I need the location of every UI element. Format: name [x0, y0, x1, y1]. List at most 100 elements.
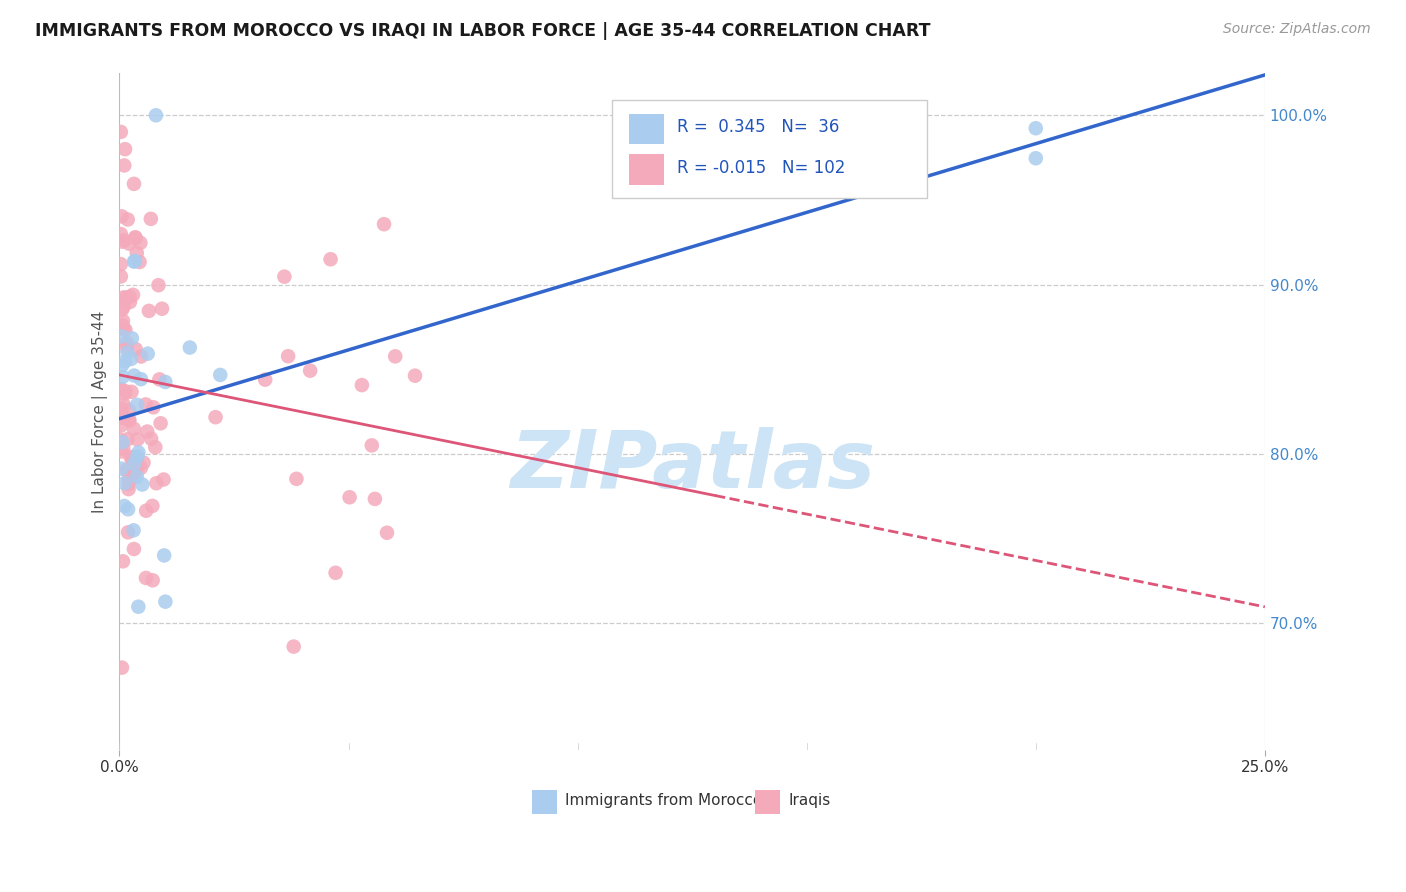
Point: [110, 382, 132, 396]
Point: [112, 398, 135, 412]
Point: [111, 370, 134, 384]
Point: [129, 350, 152, 364]
Point: [150, 301, 173, 316]
Point: [115, 463, 138, 477]
Point: [152, 473, 174, 487]
Point: [114, 323, 136, 337]
Point: [110, 401, 132, 416]
Point: [142, 574, 165, 588]
Point: [404, 368, 426, 383]
Point: [204, 410, 226, 425]
Point: [110, 125, 132, 139]
Point: [114, 142, 136, 156]
Point: [117, 525, 139, 540]
FancyBboxPatch shape: [755, 790, 780, 814]
Point: [112, 290, 135, 304]
Point: [124, 466, 146, 480]
Text: Immigrants from Morocco: Immigrants from Morocco: [565, 793, 762, 808]
Point: [110, 444, 132, 458]
Point: [129, 235, 152, 250]
Point: [139, 211, 162, 226]
Point: [121, 331, 143, 345]
Point: [373, 217, 395, 231]
FancyBboxPatch shape: [612, 100, 927, 198]
Point: [110, 418, 132, 433]
Point: [127, 450, 149, 464]
Point: [117, 482, 139, 496]
Point: [118, 413, 141, 427]
Point: [120, 351, 142, 366]
Point: [125, 246, 148, 260]
Point: [122, 177, 145, 191]
Point: [135, 397, 157, 411]
Point: [115, 335, 138, 350]
Point: [118, 413, 141, 427]
Point: [1025, 121, 1047, 136]
Point: [254, 373, 277, 387]
Point: [149, 417, 172, 431]
Point: [111, 554, 134, 568]
Point: [111, 359, 134, 373]
Point: [350, 378, 373, 392]
Point: [118, 290, 141, 304]
Point: [112, 442, 135, 456]
Point: [135, 504, 157, 518]
Point: [118, 403, 141, 417]
Point: [155, 375, 177, 389]
Point: [111, 660, 134, 674]
Point: [111, 235, 134, 249]
Point: [110, 269, 132, 284]
Y-axis label: In Labor Force | Age 35-44: In Labor Force | Age 35-44: [93, 310, 108, 513]
Point: [339, 490, 361, 504]
Text: IMMIGRANTS FROM MOROCCO VS IRAQI IN LABOR FORCE | AGE 35-44 CORRELATION CHART: IMMIGRANTS FROM MOROCCO VS IRAQI IN LABO…: [35, 22, 931, 40]
FancyBboxPatch shape: [531, 790, 557, 814]
Point: [129, 372, 152, 386]
Point: [124, 231, 146, 245]
Point: [111, 329, 134, 343]
Text: R =  0.345   N=  36: R = 0.345 N= 36: [678, 118, 839, 136]
Point: [125, 462, 148, 476]
Point: [132, 456, 155, 470]
Point: [121, 450, 143, 464]
FancyBboxPatch shape: [628, 154, 664, 185]
Point: [117, 432, 139, 446]
Point: [125, 343, 148, 357]
Point: [364, 491, 387, 506]
Point: [110, 433, 132, 447]
Point: [127, 398, 149, 412]
Point: [127, 445, 149, 459]
Point: [285, 472, 308, 486]
Point: [148, 372, 170, 386]
Point: [145, 108, 167, 122]
Point: [209, 368, 232, 382]
Point: [118, 295, 141, 310]
Point: [110, 383, 132, 397]
Point: [277, 349, 299, 363]
Point: [118, 236, 141, 251]
Point: [153, 549, 176, 563]
Point: [155, 595, 177, 609]
Point: [129, 461, 152, 475]
Point: [122, 368, 145, 383]
Text: R = -0.015   N= 102: R = -0.015 N= 102: [678, 159, 845, 177]
Point: [120, 471, 142, 485]
Point: [122, 254, 145, 268]
Point: [1025, 151, 1047, 165]
Text: Source: ZipAtlas.com: Source: ZipAtlas.com: [1223, 22, 1371, 37]
Point: [117, 345, 139, 359]
Point: [125, 453, 148, 467]
Point: [122, 288, 145, 302]
Point: [136, 346, 159, 360]
Point: [121, 452, 143, 467]
Point: [117, 502, 139, 516]
Point: [139, 432, 162, 446]
Point: [111, 318, 134, 333]
Point: [114, 386, 136, 401]
Point: [114, 354, 136, 368]
Point: [112, 233, 135, 247]
Point: [114, 384, 136, 399]
Point: [125, 469, 148, 483]
Point: [117, 212, 139, 227]
Point: [122, 524, 145, 538]
Text: ZIPatlas: ZIPatlas: [509, 426, 875, 505]
